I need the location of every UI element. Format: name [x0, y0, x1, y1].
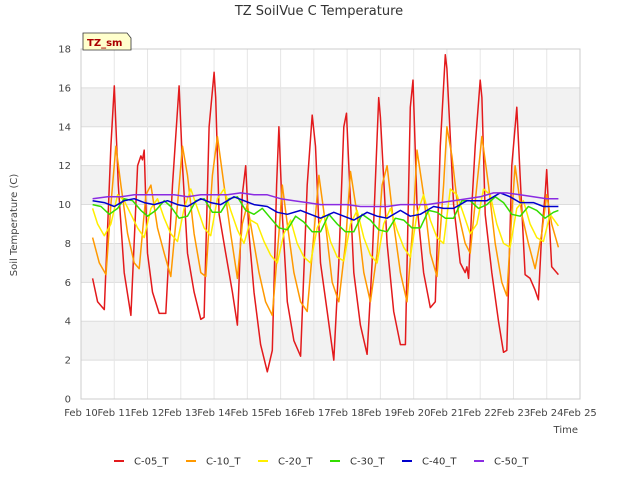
tag-label: TZ_sm [87, 38, 122, 49]
chart-title: TZ SoilVue C Temperature [234, 4, 403, 19]
x-tick-label: Feb 14 [197, 408, 231, 419]
plot-frame [80, 48, 581, 400]
x-tick-label: Feb 20 [397, 408, 431, 419]
y-tick-label: 10 [58, 200, 71, 211]
x-tick-label: Feb 17 [297, 408, 331, 419]
legend-item-label: C-30_T [350, 457, 385, 468]
series-line-c-30_t [92, 196, 559, 233]
tag-box-shape [82, 32, 132, 51]
series-line-c-20_t [91, 188, 560, 264]
x-tick-label: Feb 10 [64, 408, 98, 419]
y-tick-label: 18 [58, 45, 71, 56]
series-line-c-40_t [92, 192, 559, 221]
y-axis-label: Soil Temperature (C) [9, 174, 20, 277]
y-tick-label: 0 [65, 395, 71, 406]
x-tick-label: Feb 25 [563, 408, 597, 419]
y-axis-ticks: 0 2 4 6 8 10 12 14 16 18 [58, 45, 71, 406]
background-band [81, 87, 580, 127]
x-tick-label: Feb 11 [97, 408, 131, 419]
x-tick-label: Feb 19 [364, 408, 398, 419]
x-axis-ticks: Feb 10 Feb 11 Feb 12 Feb 13 Feb 14 Feb 15 Feb … [64, 408, 597, 419]
tag-box: TZ_sm [82, 32, 132, 51]
series-line-c-05_t [91, 54, 559, 373]
x-axis-label: Time [553, 425, 578, 436]
legend-item-label: C-50_T [494, 457, 529, 468]
x-tick-label: Feb 22 [463, 408, 497, 419]
y-tick-label: 8 [65, 239, 71, 250]
background-band [81, 165, 580, 205]
legend: C-05_T C-10_T C-20_T C-30_T C-40_T C-50_T [114, 457, 529, 468]
x-tick-label: Feb 18 [330, 408, 364, 419]
y-tick-label: 14 [58, 122, 71, 133]
y-tick-label: 4 [65, 317, 71, 328]
x-tick-label: Feb 24 [530, 408, 564, 419]
legend-item-label: C-05_T [134, 457, 169, 468]
legend-item-label: C-40_T [422, 457, 457, 468]
x-tick-label: Feb 21 [430, 408, 464, 419]
x-tick-label: Feb 23 [497, 408, 531, 419]
x-tick-label: Feb 16 [264, 408, 298, 419]
y-tick-label: 2 [65, 356, 71, 367]
series-line-c-50_t [92, 192, 559, 208]
legend-item-label: C-20_T [278, 457, 313, 468]
y-tick-label: 12 [58, 161, 71, 172]
legend-item-label: C-10_T [206, 457, 241, 468]
x-tick-label: Feb 12 [131, 408, 165, 419]
x-tick-label: Feb 15 [231, 408, 265, 419]
y-tick-label: 6 [65, 278, 71, 289]
x-tick-label: Feb 13 [164, 408, 198, 419]
series-lines [91, 54, 560, 373]
y-tick-label: 16 [58, 83, 71, 94]
